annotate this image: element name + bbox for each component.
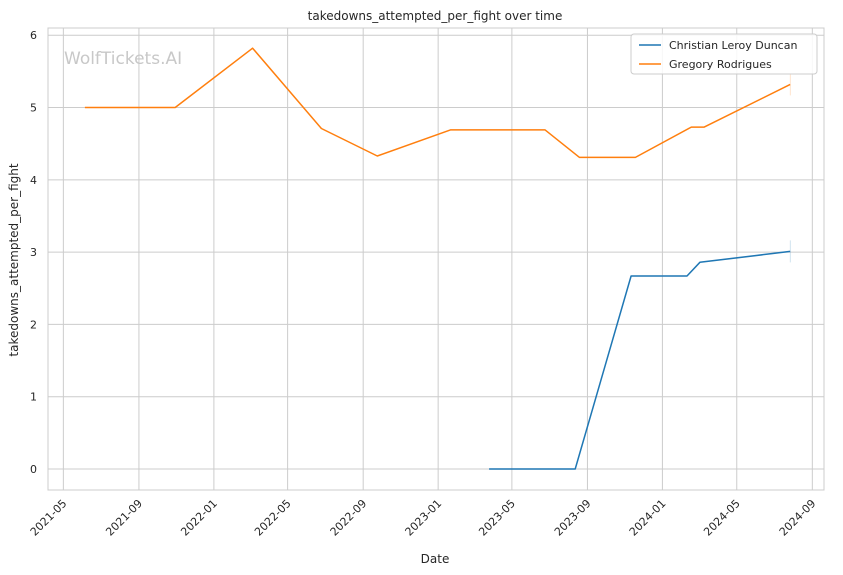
legend-label-2: Gregory Rodrigues (669, 58, 772, 71)
y-tick-label: 0 (30, 463, 37, 476)
legend-box (630, 33, 818, 75)
chart-title: takedowns_attempted_per_fight over time (308, 9, 563, 23)
series-line-2 (84, 47, 791, 159)
y-tick-label: 5 (30, 102, 37, 115)
y-tick-label: 1 (30, 391, 37, 404)
y-tick-label: 2 (30, 318, 37, 331)
y-tick-label: 3 (30, 246, 37, 259)
series-lines (84, 47, 791, 470)
series-line-1 (489, 250, 791, 470)
y-tick-label: 4 (30, 174, 37, 187)
x-axis-label: Date (421, 552, 450, 566)
legend-label-1: Christian Leroy Duncan (669, 39, 797, 52)
grid-lines (48, 28, 824, 490)
y-axis-ticks: 0 1 2 3 4 5 6 (30, 29, 37, 476)
y-tick-label: 6 (30, 29, 37, 42)
watermark-text: WolfTickets.AI (64, 49, 182, 69)
y-axis-label: takedowns_attempted_per_fight (7, 163, 21, 356)
plot-area-frame (47, 27, 825, 491)
legend: Christian Leroy Duncan Gregory Rodrigues (630, 33, 818, 75)
